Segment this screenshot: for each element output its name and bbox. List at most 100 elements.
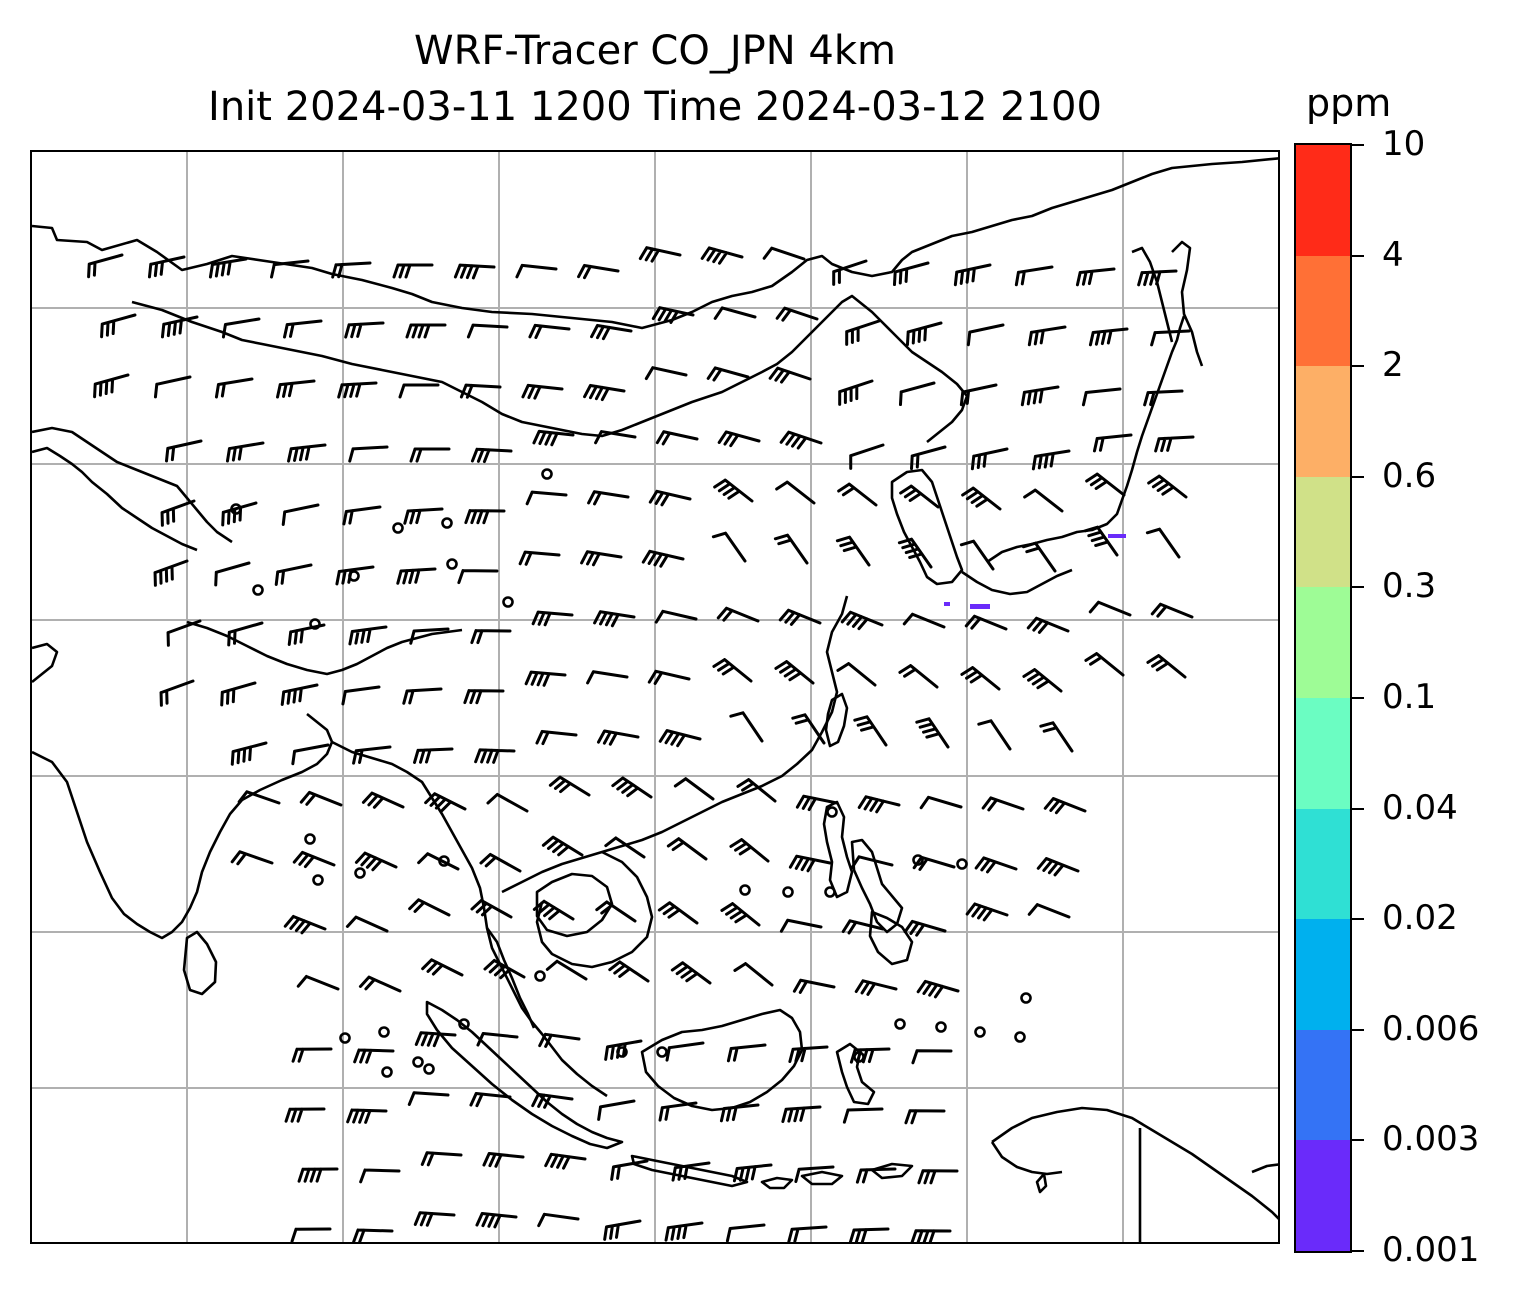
wind-barb: [974, 856, 1018, 874]
wind-barb: [335, 565, 375, 586]
wind-barb: [587, 490, 630, 506]
wind-barb: [214, 561, 251, 587]
wind-barb: [1021, 541, 1057, 573]
wind-barb: [959, 383, 998, 407]
wind-barb: [541, 835, 584, 857]
wind-barb: [1031, 449, 1071, 471]
wind-barb: [603, 1219, 642, 1241]
wind-barb: [1146, 654, 1187, 679]
calm-wind-circle: [826, 806, 838, 818]
wind-barb: [595, 900, 637, 923]
coastline-outline: [822, 800, 854, 899]
colorbar-segment: [1296, 697, 1350, 809]
wind-barb: [297, 1167, 339, 1183]
colorbar-segment: [1296, 476, 1350, 588]
coastline-outline: [32, 712, 334, 940]
wind-barb: [775, 480, 816, 505]
wind-barb: [87, 253, 124, 279]
calm-wind-circle: [956, 858, 968, 870]
wind-barb: [227, 621, 264, 647]
colorbar-tick: [1352, 1028, 1364, 1031]
wind-barb: [580, 550, 623, 567]
calm-wind-circle: [1014, 1031, 1026, 1043]
wind-barb: [1147, 474, 1188, 499]
calm-wind-circle: [912, 854, 924, 866]
wind-barb: [470, 629, 512, 645]
wind-barb: [280, 683, 319, 706]
wind-barb: [644, 366, 688, 381]
wind-barb: [788, 854, 832, 873]
wind-barb: [726, 1043, 767, 1063]
wind-barb: [345, 915, 389, 933]
wind-barb: [459, 383, 502, 399]
colorbar-tick-label: 0.1: [1382, 677, 1437, 717]
wind-barb: [719, 1103, 760, 1123]
wind-barb: [854, 979, 898, 996]
wind-barb: [664, 1221, 704, 1242]
colorbar-tick: [1352, 1250, 1364, 1252]
wind-barb: [729, 711, 764, 743]
wind-barb: [409, 627, 450, 645]
wind-barb: [413, 1211, 456, 1227]
wind-barb: [352, 1228, 394, 1242]
wind-barb: [840, 610, 884, 631]
coastline-outline: [1035, 1172, 1048, 1194]
colorbar-segment: [1296, 1029, 1350, 1141]
wind-barb: [1083, 525, 1119, 557]
wind-barb: [537, 1212, 580, 1228]
wind-barb: [857, 795, 901, 814]
wind-barb: [476, 1032, 519, 1047]
calm-wind-circle: [894, 1018, 906, 1030]
wind-barb: [1043, 797, 1087, 815]
calm-wind-circle: [1020, 992, 1032, 1004]
wind-barb: [912, 855, 956, 871]
wind-barb: [398, 383, 440, 399]
wind-barb: [717, 430, 761, 448]
wind-barb: [463, 689, 505, 705]
calm-wind-circle: [304, 833, 316, 845]
colorbar-tick: [1352, 254, 1364, 257]
wind-barb: [966, 323, 1005, 347]
coastline-outline: [1171, 240, 1204, 367]
wind-barb: [910, 445, 947, 471]
wind-barb: [531, 610, 574, 627]
wind-barb: [483, 958, 526, 980]
colorbar-tick: [1352, 144, 1364, 146]
wind-barb: [779, 918, 823, 933]
graticule: [32, 152, 1278, 1242]
wind-barb: [853, 715, 888, 747]
wind-barb: [466, 323, 509, 339]
wind-barb: [1020, 385, 1060, 407]
wind-barb: [713, 478, 754, 503]
calm-wind-circle: [502, 596, 514, 608]
wind-barb: [287, 443, 327, 463]
colorbar-tick: [1352, 586, 1364, 589]
wind-barb: [959, 539, 995, 571]
coastline-outline: [986, 315, 1186, 564]
calm-wind-circle: [423, 1063, 435, 1075]
wind-barb: [795, 794, 839, 812]
coastline-outline: [485, 927, 536, 1029]
wind-barb: [160, 315, 199, 339]
wind-barb: [284, 1107, 326, 1123]
wind-barb: [544, 1152, 587, 1170]
wind-barb: [597, 1099, 636, 1121]
wind-barb: [611, 776, 653, 799]
calm-wind-circle: [458, 1018, 470, 1030]
wind-barb: [292, 850, 336, 869]
colorbar-segment: [1296, 586, 1350, 698]
colorbar-segment: [1296, 1139, 1350, 1251]
coastline-outline: [425, 1000, 624, 1150]
wind-barb: [610, 1159, 649, 1181]
wind-barb: [788, 1045, 829, 1063]
wind-barb: [276, 379, 316, 399]
wind-barb: [230, 850, 274, 866]
wind-barb: [794, 1165, 835, 1183]
colorbar-tick: [1352, 475, 1364, 478]
wind-barb: [469, 1092, 512, 1108]
calm-wind-circle: [441, 517, 453, 529]
wind-barb: [666, 837, 708, 861]
wind-barb: [670, 961, 712, 985]
wind-barb: [577, 264, 620, 280]
wind-barb: [791, 713, 826, 745]
